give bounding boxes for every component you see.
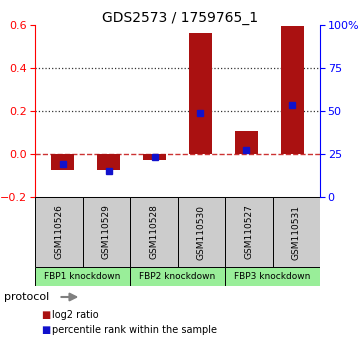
Bar (97, 154, 120, 170)
Bar (143, 154, 166, 160)
Bar (225, 197, 273, 267)
Bar (35, 267, 130, 286)
Bar (51, 154, 74, 170)
Text: ■: ■ (42, 310, 51, 320)
Bar (225, 267, 320, 286)
Text: GSM110526: GSM110526 (54, 205, 63, 259)
Text: percentile rank within the sample: percentile rank within the sample (52, 325, 217, 335)
Text: log2 ratio: log2 ratio (52, 310, 99, 320)
Text: FBP3 knockdown: FBP3 knockdown (234, 272, 311, 281)
Text: FBP2 knockdown: FBP2 knockdown (139, 272, 216, 281)
Bar (235, 131, 258, 154)
Bar (189, 33, 212, 154)
Bar (130, 197, 178, 267)
Text: GDS2573 / 1759765_1: GDS2573 / 1759765_1 (103, 11, 258, 25)
Text: GSM110529: GSM110529 (102, 205, 111, 259)
Bar (130, 267, 225, 286)
Text: protocol: protocol (4, 292, 49, 302)
Text: GSM110531: GSM110531 (292, 205, 301, 259)
Text: GSM110528: GSM110528 (149, 205, 158, 259)
Bar (35, 197, 83, 267)
Text: GSM110527: GSM110527 (244, 205, 253, 259)
Text: ■: ■ (42, 325, 51, 335)
Text: GSM110530: GSM110530 (197, 205, 206, 259)
Bar (273, 197, 320, 267)
Bar (178, 197, 225, 267)
Bar (281, 26, 304, 154)
Text: FBP1 knockdown: FBP1 knockdown (44, 272, 121, 281)
Bar (83, 197, 130, 267)
